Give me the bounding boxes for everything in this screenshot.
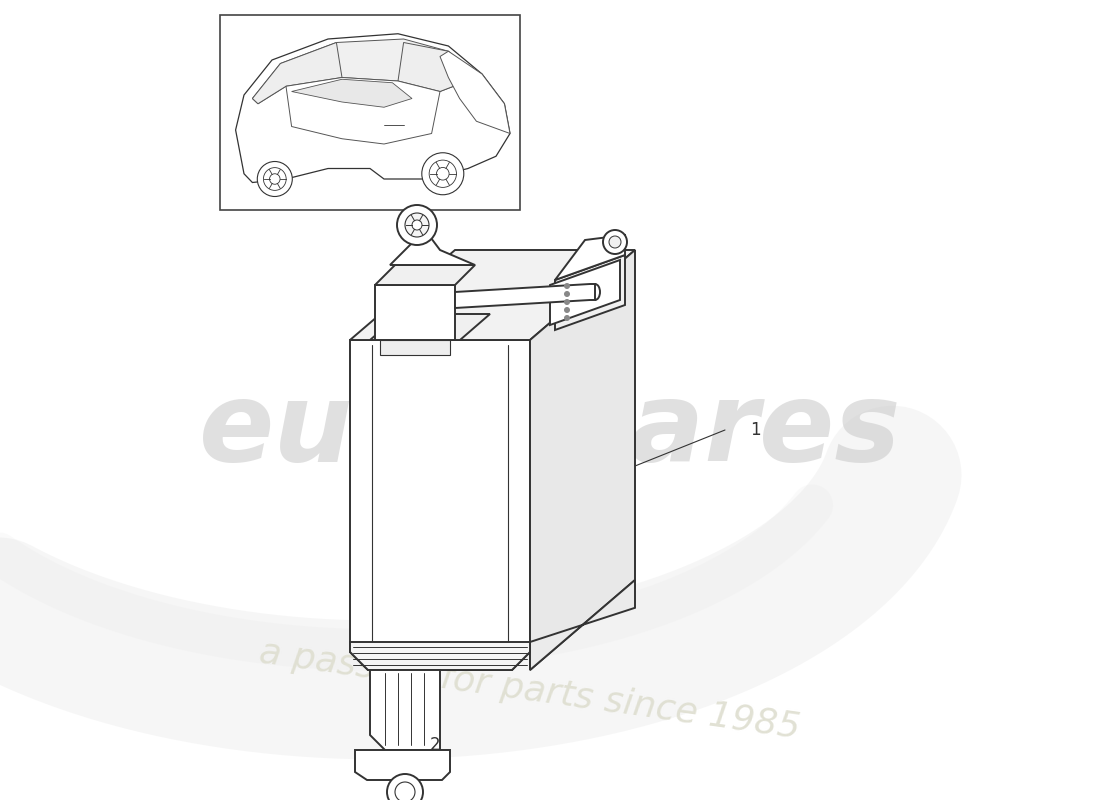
- Circle shape: [412, 220, 422, 230]
- Polygon shape: [252, 42, 342, 104]
- FancyBboxPatch shape: [220, 15, 520, 210]
- Text: 2: 2: [430, 736, 441, 754]
- Polygon shape: [370, 314, 490, 340]
- Polygon shape: [286, 78, 440, 144]
- Circle shape: [609, 236, 622, 248]
- Polygon shape: [350, 340, 530, 670]
- Polygon shape: [455, 284, 595, 308]
- Polygon shape: [530, 580, 635, 670]
- Polygon shape: [375, 265, 475, 285]
- Polygon shape: [530, 250, 635, 670]
- Circle shape: [564, 291, 570, 297]
- Circle shape: [603, 230, 627, 254]
- Polygon shape: [556, 255, 625, 330]
- Text: a passion for parts since 1985: a passion for parts since 1985: [257, 635, 803, 745]
- Circle shape: [564, 315, 570, 321]
- Circle shape: [270, 174, 280, 184]
- Polygon shape: [355, 750, 450, 780]
- Text: eurospares: eurospares: [199, 377, 901, 483]
- Circle shape: [421, 153, 464, 194]
- Polygon shape: [235, 34, 510, 182]
- Circle shape: [395, 782, 415, 800]
- Circle shape: [564, 283, 570, 289]
- Circle shape: [397, 205, 437, 245]
- Circle shape: [564, 307, 570, 313]
- Circle shape: [263, 168, 286, 190]
- Circle shape: [437, 167, 449, 180]
- Polygon shape: [440, 51, 510, 134]
- Polygon shape: [375, 285, 455, 340]
- Polygon shape: [370, 670, 440, 750]
- Polygon shape: [556, 235, 625, 280]
- Circle shape: [387, 774, 424, 800]
- Polygon shape: [398, 42, 476, 91]
- Polygon shape: [350, 642, 530, 670]
- Circle shape: [405, 213, 429, 237]
- Polygon shape: [550, 260, 620, 325]
- Polygon shape: [379, 340, 450, 355]
- Circle shape: [429, 160, 456, 187]
- Polygon shape: [350, 250, 635, 340]
- Text: 1: 1: [750, 421, 760, 439]
- Polygon shape: [292, 79, 412, 107]
- Polygon shape: [252, 39, 476, 104]
- Circle shape: [564, 299, 570, 305]
- Circle shape: [257, 162, 293, 197]
- Polygon shape: [390, 230, 475, 265]
